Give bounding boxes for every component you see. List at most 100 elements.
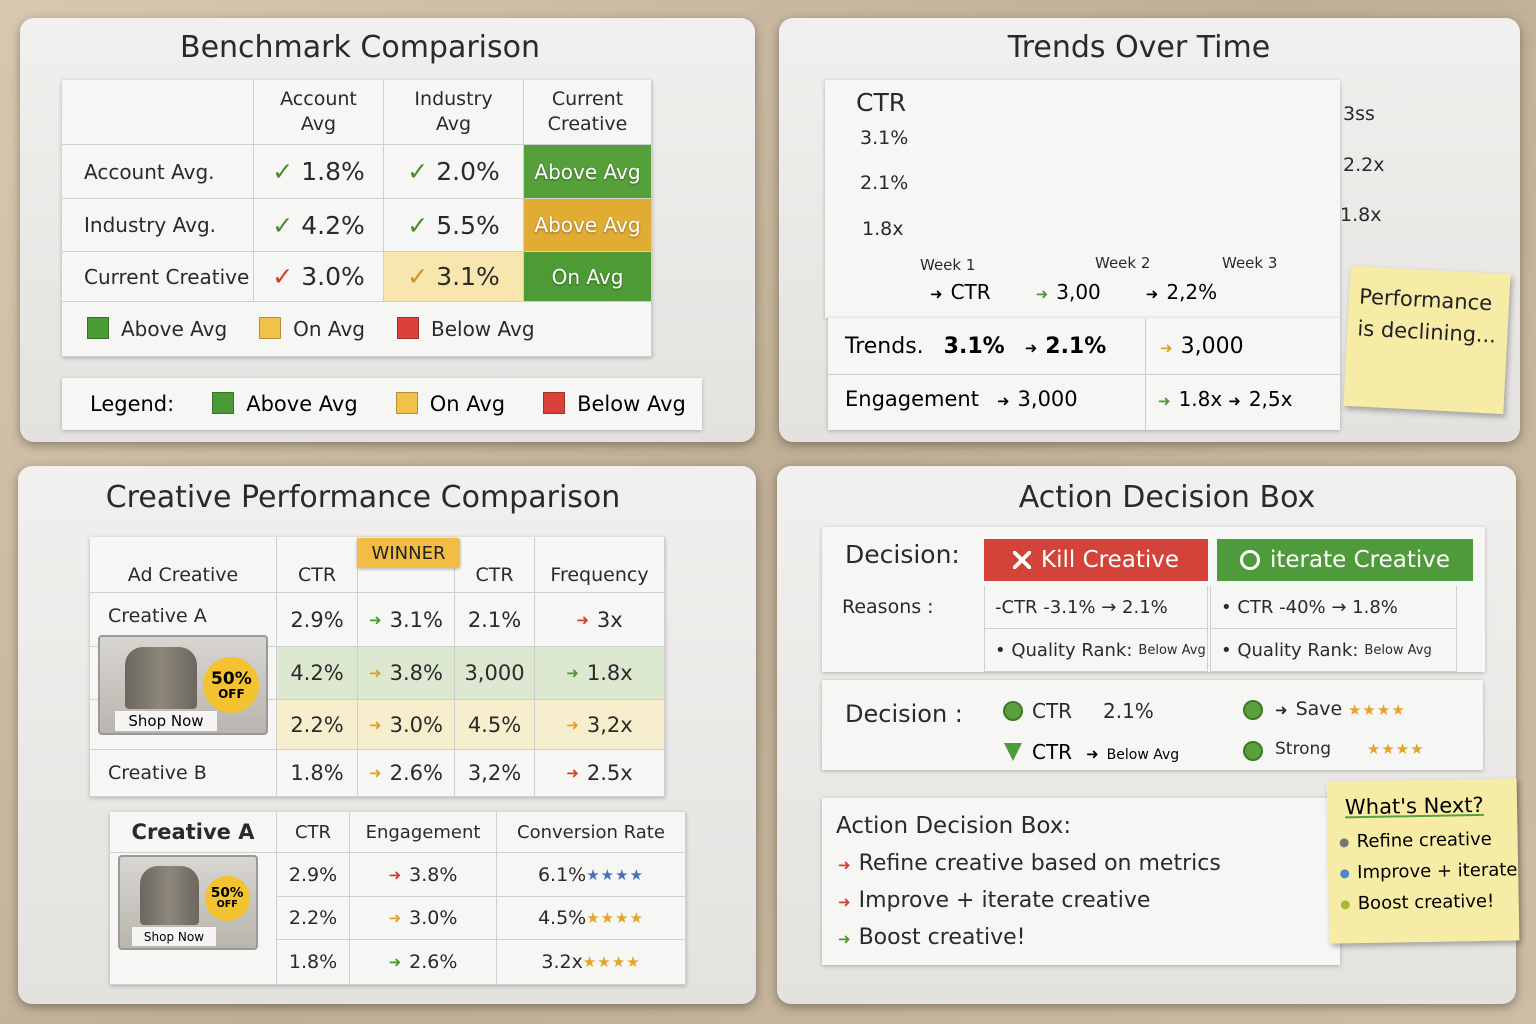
column-header: Industry Avg: [384, 80, 524, 145]
note-title: What's Next?: [1344, 792, 1484, 820]
summary-value: 2.1%: [1025, 334, 1106, 364]
column-header: CTR: [277, 812, 350, 853]
check-icon: [1243, 741, 1263, 761]
note-item-text: Refine creative: [1356, 828, 1492, 853]
value-cell: 3.1%: [358, 593, 455, 647]
value-cell: 6.1%: [497, 853, 686, 897]
summary-value: 3,000: [1160, 334, 1244, 359]
value-cell: 2.9%: [277, 593, 358, 647]
box-title: Action Decision Box:: [836, 813, 1072, 839]
value-cell: 3,000: [455, 647, 535, 700]
value-cell: 2.2%: [277, 700, 358, 750]
value-cell: 1.8%: [277, 940, 350, 985]
value-cell: 4.5%: [497, 897, 686, 940]
legend-swatch: [395, 392, 418, 414]
header-cell: [62, 80, 254, 145]
legend-item: Below Avg: [543, 392, 686, 416]
column-header: CTR: [277, 537, 358, 593]
iterate-button[interactable]: iterate Creative: [1217, 539, 1473, 581]
badge-text: OFF: [216, 899, 238, 911]
note-item-text: Improve + iterate: [1357, 859, 1518, 884]
value-cell: 2.9%: [277, 853, 350, 897]
value-cell: 2.1%: [455, 593, 535, 647]
value-cell: 2.6%: [358, 750, 455, 797]
option-label: Kill Creative: [1041, 547, 1179, 573]
bullet: [1340, 869, 1350, 879]
column-header: Ad Creative: [90, 537, 277, 593]
row-label: Current Creative: [62, 252, 254, 302]
badge-text: OFF: [218, 686, 245, 701]
value-cell: 4.2%: [254, 199, 384, 252]
sticky-note: Performance is declining...: [1343, 265, 1511, 415]
value-cell: 3.8%: [358, 647, 455, 700]
decision-value: 2.1%: [1103, 699, 1154, 723]
status-cell: Above Avg: [524, 199, 652, 252]
y-label: 2.1%: [860, 172, 909, 194]
trend-legend: CTR 3,00 2,2%: [930, 280, 1310, 310]
winner-badge: WINNER: [357, 538, 460, 568]
legend-item: CTR: [930, 280, 991, 310]
legend-swatch: [259, 317, 282, 339]
value-cell: 3.8%: [350, 853, 497, 897]
value-cell: 4.5%: [455, 700, 535, 750]
summary-value: 3.1%: [943, 334, 1005, 359]
y-label: 3.1%: [860, 127, 909, 149]
end-label: 3ss: [1343, 103, 1375, 125]
decision-label: CTR: [1032, 740, 1073, 764]
value-cell: 4.2%: [277, 647, 358, 700]
reason-small: Below Avg: [1138, 642, 1206, 658]
x-label: Week 2: [1095, 254, 1151, 272]
option-icon: [1239, 550, 1260, 570]
panel-title: Creative Performance Comparison: [105, 480, 621, 515]
legend-row: Above Avg On Avg Below Avg: [62, 302, 652, 357]
legend-item: Above Avg: [212, 392, 358, 416]
panel-title: Action Decision Box: [1018, 480, 1316, 515]
note-item: Improve + iterate: [1340, 859, 1518, 884]
end-label: 1.8x: [1340, 204, 1382, 226]
legend-box: Legend: Above Avg On Avg Below Avg: [62, 378, 702, 430]
summary-label: Trends.: [845, 334, 924, 359]
legend-item: Above Avg: [87, 317, 227, 341]
summary-value: 3,000: [997, 387, 1078, 417]
value-cell: 3,2%: [455, 750, 535, 797]
value-cell: 3x: [535, 593, 665, 647]
kill-button[interactable]: Kill Creative: [984, 539, 1208, 581]
badge-text: 50%: [210, 884, 244, 901]
reason-cell: • CTR -40% → 1.8%: [1210, 586, 1457, 629]
badge-text: 50%: [211, 668, 252, 689]
summary-row: Trends. 3.1% 2.1%: [845, 334, 1145, 364]
legend-item: Below Avg: [396, 317, 535, 341]
decision-item: Save: [1275, 698, 1406, 720]
action-item: Refine creative based on metrics: [838, 851, 1221, 876]
y-title: CTR: [856, 88, 907, 117]
value-cell: 3.0%: [350, 897, 497, 940]
summary-item: 1.8x2,5x: [1158, 387, 1338, 417]
reasons-label: Reasons :: [842, 596, 934, 618]
sticky-note: What's Next? Refine creative Improve + ite…: [1326, 778, 1520, 944]
legend-swatch: [396, 317, 419, 339]
reason-text: • Quality Rank:: [1221, 639, 1359, 661]
value-cell: 3.0%: [254, 252, 384, 302]
legend-swatch: [543, 392, 566, 414]
panel-title: Trends Over Time: [1007, 30, 1271, 65]
option-icon: [1013, 551, 1031, 569]
reason-text: • CTR -40% → 1.8%: [1221, 596, 1398, 618]
legend-label: On Avg: [429, 392, 506, 416]
summary-row: Engagement 3,000: [845, 387, 1145, 417]
value-cell: 3.1%: [384, 252, 524, 302]
divider: [828, 374, 1340, 375]
discount-badge: 50% OFF: [203, 657, 260, 713]
value-cell: 1.8%: [254, 145, 384, 199]
end-label: 2.2x: [1343, 154, 1385, 176]
note-text: Performance is declining...: [1356, 284, 1497, 348]
status-cell: Above Avg: [524, 145, 652, 199]
column-header: CTR: [455, 537, 535, 593]
legend-swatch: [87, 317, 109, 339]
action-item: Boost creative!: [838, 925, 1026, 950]
decision-label: Decision:: [845, 540, 960, 569]
column-header: Current Creative: [524, 80, 652, 145]
summary-item: 3,000: [1160, 334, 1330, 364]
jacket: [125, 647, 197, 709]
value-cell: 2.2%: [277, 897, 350, 940]
note-item-text: Boost creative!: [1357, 890, 1495, 915]
